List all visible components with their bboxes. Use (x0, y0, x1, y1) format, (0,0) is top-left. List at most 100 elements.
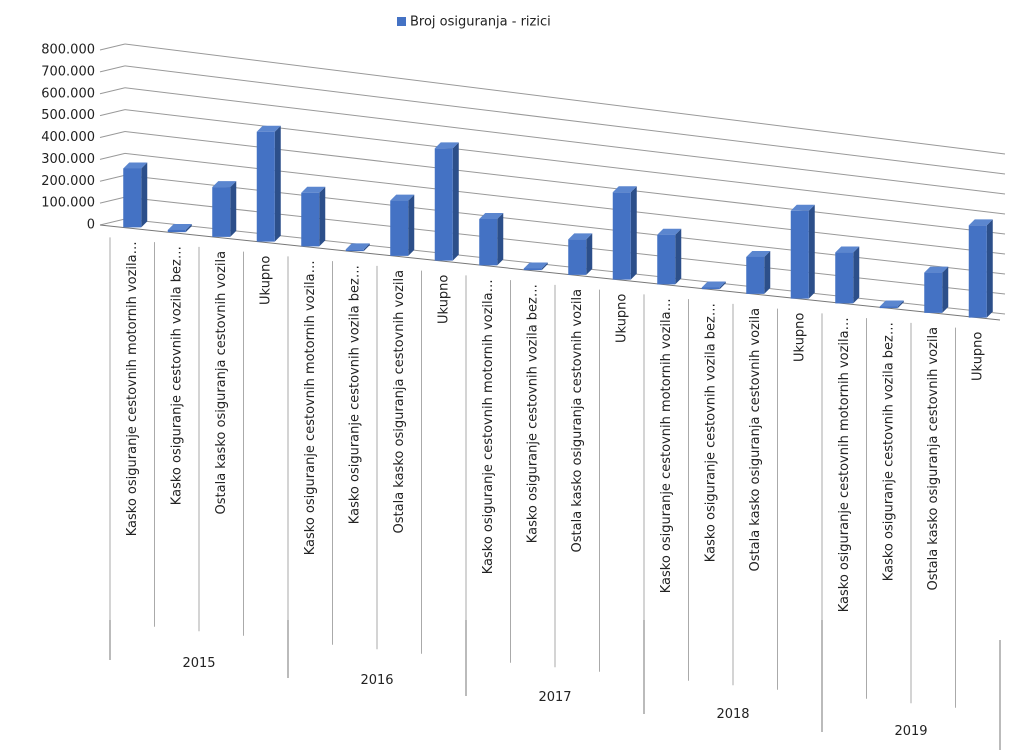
group-label: 2018 (716, 707, 749, 722)
y-tick-label: 200.000 (41, 174, 95, 189)
bar-side (230, 181, 237, 237)
x-tick-label: Kasko osiguranje cestovnih motornih vozi… (125, 241, 140, 536)
grid-line (99, 65, 126, 73)
bar-side (274, 125, 281, 242)
bar-top (123, 162, 148, 169)
y-tick-label: 400.000 (41, 130, 95, 145)
grid-line (124, 87, 1006, 195)
bar-top (790, 204, 815, 211)
bar (746, 256, 765, 294)
bar (701, 287, 720, 290)
bar-side (586, 233, 593, 275)
grid-line (99, 196, 126, 204)
bar-side (630, 186, 637, 280)
grid-line (99, 218, 126, 226)
y-tick-label: 700.000 (41, 64, 95, 79)
y-tick-label: 0 (87, 218, 95, 233)
bar-side (319, 186, 326, 247)
bar-top (701, 281, 726, 288)
bar-top (835, 246, 860, 253)
grid-line (99, 87, 126, 95)
bar-side (141, 162, 148, 228)
bar (301, 192, 320, 247)
bar-top (301, 186, 326, 193)
bar-side (497, 213, 504, 266)
y-tick-label: 100.000 (41, 196, 95, 211)
x-tick-label: Ostala kasko osiguranja cestovnih vozila (570, 289, 585, 553)
bar-side (719, 281, 726, 290)
bar (568, 239, 587, 275)
bar-top (879, 300, 904, 307)
bar-side (675, 228, 682, 285)
bar (212, 187, 231, 237)
bar (657, 234, 676, 285)
legend-label: Broj osiguranja - rizici (410, 15, 551, 30)
bar (167, 229, 186, 233)
x-tick-label: Kasko osiguranje cestovnih vozila bez… (525, 284, 540, 543)
bar-top (434, 142, 459, 149)
bar (968, 225, 987, 318)
x-tick-label: Ostala kasko osiguranja cestovnih vozila (926, 327, 941, 591)
bar-side (452, 142, 459, 261)
bar (523, 268, 542, 271)
bar-side (853, 246, 860, 304)
bar-top (390, 194, 415, 201)
bar (835, 252, 854, 304)
grid-line (99, 152, 126, 160)
x-tick-label: Kasko osiguranje cestovnih motornih vozi… (303, 260, 318, 555)
bar-side (942, 266, 949, 313)
x-tick-label: Ostala kasko osiguranja cestovnih vozila (392, 270, 407, 534)
y-tick-label: 300.000 (41, 152, 95, 167)
bar (256, 131, 275, 242)
group-label: 2017 (538, 690, 571, 705)
bar-top (212, 181, 237, 188)
bar-top (167, 223, 192, 230)
bar (345, 249, 364, 252)
bar-side (897, 300, 904, 309)
bar-side (185, 223, 192, 233)
bar-side (541, 262, 548, 271)
group-label: 2015 (182, 656, 215, 671)
bar-side (408, 194, 415, 256)
grid-line (99, 43, 126, 51)
bar (479, 219, 498, 266)
bar-top (568, 233, 593, 240)
bar (390, 200, 409, 256)
bar-top (657, 228, 682, 235)
bar-top (924, 266, 949, 273)
bar-top (523, 262, 548, 269)
bar-top (746, 250, 771, 257)
grid-line (99, 109, 126, 117)
bar-top (256, 125, 281, 132)
y-tick-label: 500.000 (41, 108, 95, 123)
bar-side (808, 204, 815, 299)
x-tick-label: Kasko osiguranje cestovnih vozila bez… (703, 303, 718, 562)
bar-side (986, 219, 993, 318)
x-tick-label: Ukupno (436, 275, 451, 324)
x-tick-label: Kasko osiguranje cestovnih vozila bez… (347, 265, 362, 524)
x-tick-label: Ostala kasko osiguranja cestovnih vozila (214, 251, 229, 515)
grid-line (99, 131, 126, 138)
y-tick-label: 800.000 (41, 43, 95, 58)
x-tick-label: Ukupno (970, 332, 985, 381)
x-tick-label: Kasko osiguranje cestovnih motornih vozi… (659, 298, 674, 593)
bar-side (764, 250, 771, 294)
bar (924, 272, 943, 313)
x-tick-label: Kasko osiguranje cestovnih motornih vozi… (481, 279, 496, 574)
bar-top (612, 186, 637, 193)
x-tick-label: Kasko osiguranje cestovnih vozila bez… (881, 322, 896, 581)
legend-swatch (397, 17, 406, 26)
x-tick-label: Ukupno (614, 294, 629, 343)
bar (434, 148, 453, 261)
bar-top (968, 219, 993, 226)
x-tick-label: Ostala kasko osiguranja cestovnih vozila (748, 308, 763, 572)
axis-line (99, 224, 1001, 321)
x-tick-label: Ukupno (792, 313, 807, 362)
bar (790, 210, 809, 299)
bar-top (345, 243, 370, 250)
bar (879, 306, 898, 309)
grid-line (124, 43, 1006, 155)
bar-side (363, 243, 370, 252)
bar (123, 168, 142, 228)
